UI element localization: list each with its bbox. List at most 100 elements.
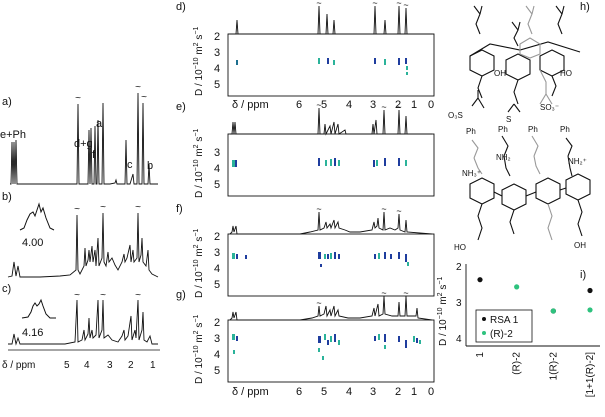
svg-text:~: ~ (316, 0, 321, 8)
dosy-spot (330, 336, 332, 342)
dosy-spot (384, 158, 386, 166)
dosy-spot (413, 336, 415, 342)
molecule-2-ph-label: Ph (498, 125, 508, 134)
dosy-g-yaxis-label: D / 10−10 m2 s−1 (193, 315, 205, 384)
dosy-e-ytick: 3 (214, 147, 220, 159)
dosy-xaxis-label: δ / ppm (232, 386, 269, 398)
dosy-d-ytick: 3 (214, 47, 220, 59)
svg-text:~: ~ (396, 0, 401, 8)
dosy-f-yaxis-label: D / 10−10 m2 s−1 (193, 229, 205, 298)
dosy-f-projection (229, 211, 433, 235)
dosy-f-frame (227, 233, 435, 297)
dosy-f-ytick: 5 (214, 279, 220, 291)
svg-text:~: ~ (381, 204, 386, 214)
dosy-xtick: 3 (370, 99, 376, 111)
dosy-e-spots (232, 158, 407, 167)
svg-text:~: ~ (135, 290, 141, 301)
dosy-spot (330, 159, 332, 166)
legend-marker-r2 (482, 331, 486, 335)
dosy-e-ytick: 4 (214, 163, 220, 175)
dosy-spot (405, 254, 407, 262)
dosy-xtick: 4 (346, 99, 352, 111)
peak-label-d-g: d+g (74, 138, 93, 150)
dosy-spot (373, 160, 375, 167)
svg-text:~: ~ (372, 0, 377, 8)
dosy-spot (330, 253, 332, 259)
dosy-e-projection (230, 107, 432, 136)
dosy-spot (384, 345, 386, 349)
dosy-spot (232, 334, 235, 340)
chart-i-legend (475, 309, 533, 343)
dosy-spot (406, 72, 408, 75)
dosy-spot (378, 334, 380, 340)
dosy-spot (327, 58, 329, 64)
dosy-d-yaxis-label: D / 10−10 m2 s−1 (193, 27, 205, 96)
dosy-spot (232, 253, 235, 259)
chart-i-ytick: 4 (456, 334, 462, 345)
dosy-spot (405, 160, 407, 166)
dosy-xtick: 0 (428, 386, 434, 398)
dosy-xtick: 6 (296, 99, 302, 111)
peak-label-a: a (96, 118, 103, 130)
chart-i-xtick: 1(R)-2 (548, 352, 559, 381)
ppm-tick-1d: 5 (64, 360, 70, 371)
dosy-spot (338, 340, 340, 345)
svg-text:~: ~ (316, 298, 321, 308)
chart-i-points (477, 277, 593, 314)
spectrum-b (7, 212, 159, 278)
dosy-spot (374, 58, 376, 64)
dosy-spot (235, 160, 237, 167)
dosy-spot (374, 336, 376, 341)
ppm-tick-1d: 3 (107, 360, 113, 371)
panel-label-e: e) (176, 101, 186, 113)
dosy-xtick: 4 (346, 386, 352, 398)
svg-text:~: ~ (135, 202, 141, 213)
svg-text:~: ~ (135, 82, 141, 93)
chart-i-xtick: [1+1(R)-2] (585, 352, 596, 398)
inset-b-peak (19, 202, 55, 231)
dosy-spot (416, 338, 418, 343)
dosy-g-ytick: 2 (214, 317, 220, 329)
molecule-2-drawing (469, 135, 591, 241)
dosy-g-ytick: 3 (214, 333, 220, 345)
molecule-2-ph-label: Ph (528, 125, 538, 134)
dosy-spot (236, 60, 238, 65)
svg-text:~: ~ (316, 204, 321, 214)
peak-label-e-ph: e+Ph (0, 129, 26, 141)
svg-text:~: ~ (403, 0, 408, 10)
molecule-1-drawing (469, 5, 581, 113)
dosy-spot (333, 60, 335, 65)
dosy-spot (318, 58, 320, 64)
molecule-2-oh-label: OH (574, 241, 586, 250)
dosy-spot (236, 254, 238, 259)
ppm-tick-1d: 4 (84, 360, 90, 371)
legend-marker-rsa1 (482, 317, 486, 321)
dosy-spot (406, 66, 408, 70)
dosy-spot (318, 348, 320, 352)
inset-c-peak (21, 298, 56, 319)
dosy-spot (398, 252, 400, 259)
dosy-xtick: 3 (370, 386, 376, 398)
molecule-1-so3-label-2: SO₃⁻ (540, 103, 559, 112)
chart-i-point (477, 277, 483, 283)
molecule-1-s-label: S (506, 115, 511, 124)
ppm-axis-label-1d: δ / ppm (2, 360, 35, 371)
ppm-tick-1d: 1 (150, 360, 156, 371)
chart-i-xlabels: 1 (R)-2 1(R)-2 [1+1(R)-2] (475, 352, 596, 398)
molecule-2-ph-label: Ph (466, 127, 476, 136)
dosy-spot (338, 160, 340, 166)
molecule-structures: h) O₃ (448, 1, 591, 252)
svg-text:~: ~ (74, 290, 80, 301)
dosy-xtick: 1 (411, 99, 417, 111)
dosy-g-projection (229, 295, 433, 321)
dosy-d-spots (236, 58, 408, 75)
dosy-spot (384, 252, 386, 259)
dosy-spot (405, 58, 407, 64)
dosy-spot (334, 334, 336, 342)
dosy-spot (405, 340, 407, 348)
molecule-2-nh2-label: NH₂ (496, 153, 511, 162)
peak-label-b: b (147, 160, 153, 172)
dosy-xtick: 2 (395, 99, 401, 111)
dosy-spot (374, 254, 376, 259)
panel-label-g: g) (176, 289, 186, 301)
